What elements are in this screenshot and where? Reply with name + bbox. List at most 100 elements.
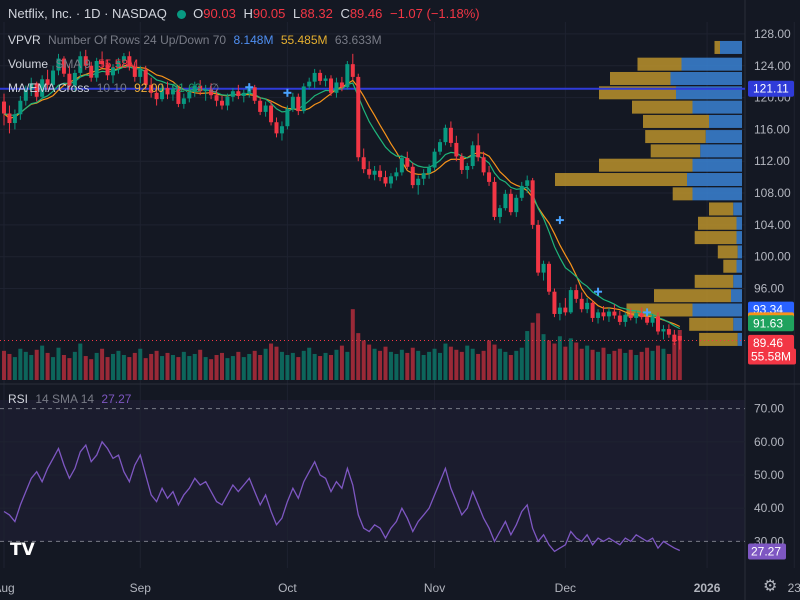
candle [552, 288, 557, 318]
volume-bar [645, 347, 650, 380]
candle-body [345, 64, 350, 88]
candle-body [29, 83, 34, 90]
candle-body [530, 180, 535, 225]
vpvr-bar-up [733, 274, 742, 288]
cross-marker [283, 88, 292, 97]
candle [274, 117, 279, 138]
volume-bar [596, 351, 601, 380]
volume-bar [481, 350, 486, 380]
candle-body [329, 78, 333, 93]
candle [525, 175, 530, 194]
rsi-value-tag: 27.27 [748, 543, 786, 560]
volume-bar [421, 355, 426, 380]
candle [72, 69, 77, 92]
candle-body [127, 56, 132, 67]
candle [650, 313, 655, 327]
volume-bar [459, 351, 464, 380]
rsi-params: 14 SMA 14 [35, 392, 95, 406]
vpvr-bar-down [714, 40, 720, 54]
candle-body [596, 312, 601, 318]
candle [634, 310, 639, 324]
volume-bar [154, 350, 159, 380]
candle-body [225, 96, 230, 106]
candle [465, 162, 470, 179]
symbol-title[interactable]: Netflix, Inc. · 1D · NASDAQ [8, 6, 167, 21]
price-tick-label: 100.00 [754, 250, 791, 264]
candle-body [399, 158, 404, 173]
volume-bar [34, 349, 39, 380]
volume-bar [574, 342, 579, 380]
candle-body [18, 100, 23, 115]
candle-body [252, 87, 257, 101]
candle-body [388, 176, 393, 184]
candle [492, 177, 497, 221]
vpvr-bar-down [555, 173, 687, 187]
volume-bar [127, 357, 132, 380]
candle [116, 57, 121, 74]
volume-bar [350, 309, 355, 380]
rsi-legend[interactable]: RSI 14 SMA 14 27.27 [8, 391, 135, 407]
candle [508, 189, 513, 216]
price-tick-label: 96.00 [754, 282, 784, 296]
candle [547, 261, 551, 295]
candle-body [639, 313, 644, 318]
vpvr-bar-up [700, 144, 742, 158]
candle [470, 141, 475, 170]
volume-bar [399, 349, 404, 380]
volume-bar [225, 358, 230, 380]
candle-body [525, 180, 530, 186]
volume-bar [296, 357, 301, 380]
vpvr-total-volume: 63.633M [334, 33, 382, 47]
volume-bar [443, 343, 448, 380]
candle-body [508, 193, 513, 213]
candle-body [143, 69, 148, 85]
candle [459, 153, 464, 174]
candle-body [121, 56, 126, 61]
candle-body [334, 82, 339, 93]
vpvr-bar-up [705, 130, 742, 144]
candle-body [296, 96, 301, 112]
x-tick-label: Aug [0, 581, 15, 595]
volume-bar [318, 356, 323, 380]
candle-body [323, 78, 328, 81]
candle [318, 69, 323, 85]
tradingview-logo[interactable]: TV [10, 540, 35, 560]
vpvr-params: Number Of Rows 24 Up/Down 70 [48, 33, 227, 47]
candle [18, 95, 23, 120]
candle [160, 83, 165, 102]
candle [405, 151, 410, 170]
vpvr-bar-down [637, 57, 682, 71]
candle-body [170, 88, 175, 95]
gear-icon[interactable]: ⚙ [763, 578, 778, 595]
cross-marker [643, 308, 652, 317]
volume-bar [78, 343, 83, 380]
candle-body [263, 105, 268, 112]
candle [388, 173, 393, 189]
volume-bar [67, 358, 72, 380]
candle-body [492, 181, 497, 217]
candle [192, 81, 197, 97]
vpvr-legend[interactable]: VPVR Number Of Rows 24 Up/Down 70 8.148M… [8, 32, 386, 48]
candle-body [269, 105, 274, 123]
candle [143, 65, 148, 90]
ma-legend[interactable]: MA/EMA Cross 10 10 92.00 91.63 ∅ [8, 80, 223, 96]
candle [220, 95, 224, 110]
candle-body [34, 83, 39, 97]
candle-body [220, 100, 224, 106]
candle-body [105, 64, 110, 76]
candle [149, 77, 154, 98]
candle [536, 220, 541, 276]
candle [334, 77, 339, 98]
candle [574, 284, 579, 303]
volume-legend[interactable]: Volume SMA 9 55.58M [8, 56, 142, 72]
volume-bar [149, 353, 154, 380]
volume-bar [525, 331, 530, 380]
candle-body [160, 88, 165, 100]
candle [410, 162, 415, 189]
volume-bar [83, 356, 88, 380]
candle [563, 298, 568, 316]
volume-bar [617, 348, 622, 380]
volume-bar [51, 357, 56, 380]
